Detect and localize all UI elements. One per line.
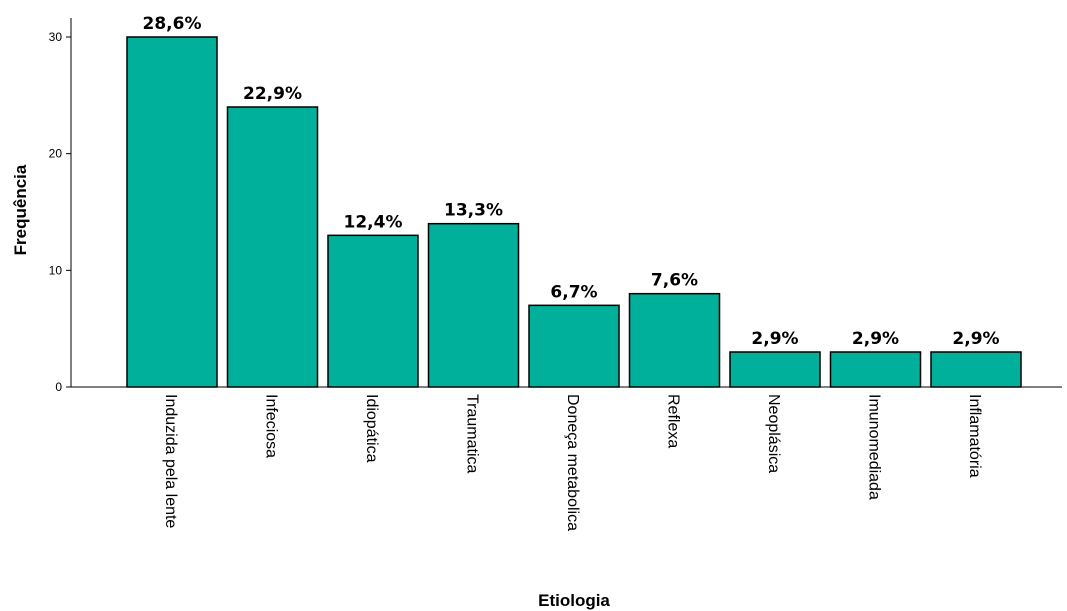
x-tick-label: Doneça metabolica: [564, 394, 581, 531]
x-tick-label: Reflexa: [665, 394, 682, 448]
x-tick-label: Induzida pela lente: [162, 394, 179, 528]
bar: [427, 222, 520, 388]
bar: [126, 36, 218, 388]
x-tick-label: Traumatica: [464, 394, 481, 474]
y-axis-title: Frequência: [11, 164, 30, 255]
x-tick-label: Infeciosa: [263, 394, 280, 458]
data-label: 6,7%: [550, 282, 597, 302]
y-tick-label: 10: [49, 263, 63, 277]
data-label: 22,9%: [243, 84, 302, 104]
data-label: 12,4%: [344, 212, 403, 232]
bar: [226, 106, 319, 388]
data-label: 2,9%: [852, 329, 899, 349]
data-label: 13,3%: [444, 201, 503, 221]
bar: [528, 304, 620, 388]
data-label: 2,9%: [952, 329, 999, 349]
bar: [930, 351, 1022, 388]
x-tick-label: Inflamatória: [966, 394, 983, 478]
y-tick-label: 0: [55, 380, 62, 394]
x-tick-label: Neoplásica: [765, 394, 782, 473]
bar: [829, 351, 922, 388]
x-tick-label: Imunomediada: [866, 394, 883, 500]
category-labels: Induzida pela lente Infeciosa Idiopática Tr…: [162, 394, 983, 531]
bar: [729, 351, 821, 388]
data-label: 2,9%: [751, 329, 798, 349]
y-tick-label: 30: [49, 30, 63, 44]
x-tick-label: Idiopática: [363, 394, 380, 463]
bars: [126, 36, 1022, 388]
bar: [327, 234, 419, 388]
y-ticks: 0 10 20 30: [49, 30, 71, 394]
y-tick-label: 20: [49, 147, 63, 161]
data-label: 7,6%: [651, 271, 698, 291]
data-label: 28,6%: [143, 14, 202, 34]
x-axis-title: Etiologia: [538, 591, 610, 610]
data-labels: 28,6% 22,9% 12,4% 13,3% 6,7% 7,6% 2,9% 2,9% 2,9%: [143, 14, 1000, 349]
bar: [628, 292, 721, 388]
